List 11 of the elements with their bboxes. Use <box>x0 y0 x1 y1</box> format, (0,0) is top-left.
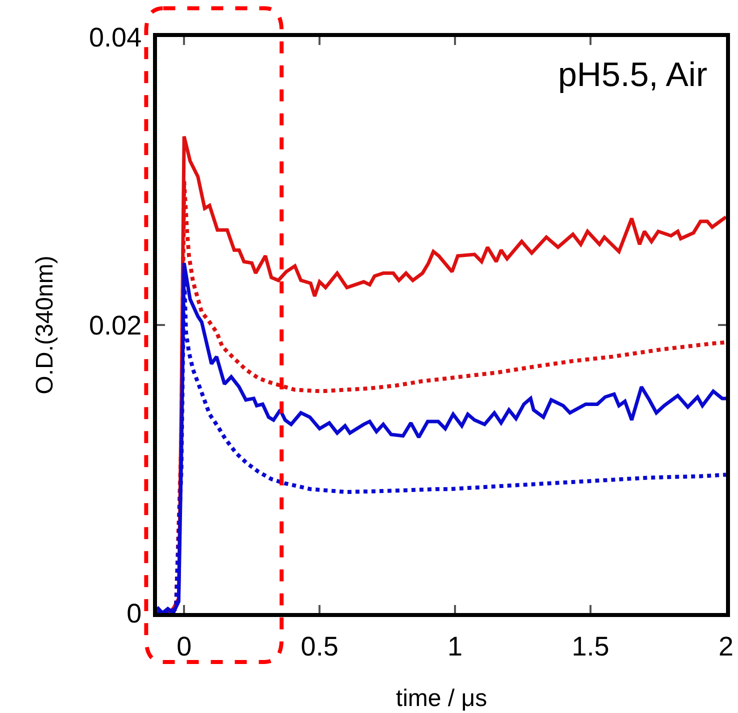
x-tick-label: 0.5 <box>300 631 338 662</box>
y-tick-label: 0 <box>126 598 142 628</box>
x-tick-label: 2 <box>718 631 734 662</box>
y-tick-label: 0.02 <box>89 310 142 340</box>
y-tick-label: 0.04 <box>89 22 142 52</box>
x-tick-label: 1 <box>448 631 463 662</box>
x-axis-title: time / μs <box>396 685 488 712</box>
y-axis-title: O.D.(340nm) <box>32 256 59 394</box>
x-tick-label: 0 <box>176 631 192 662</box>
annotation: pH5.5, Air <box>558 56 708 94</box>
x-tick-label: 1.5 <box>572 631 610 662</box>
